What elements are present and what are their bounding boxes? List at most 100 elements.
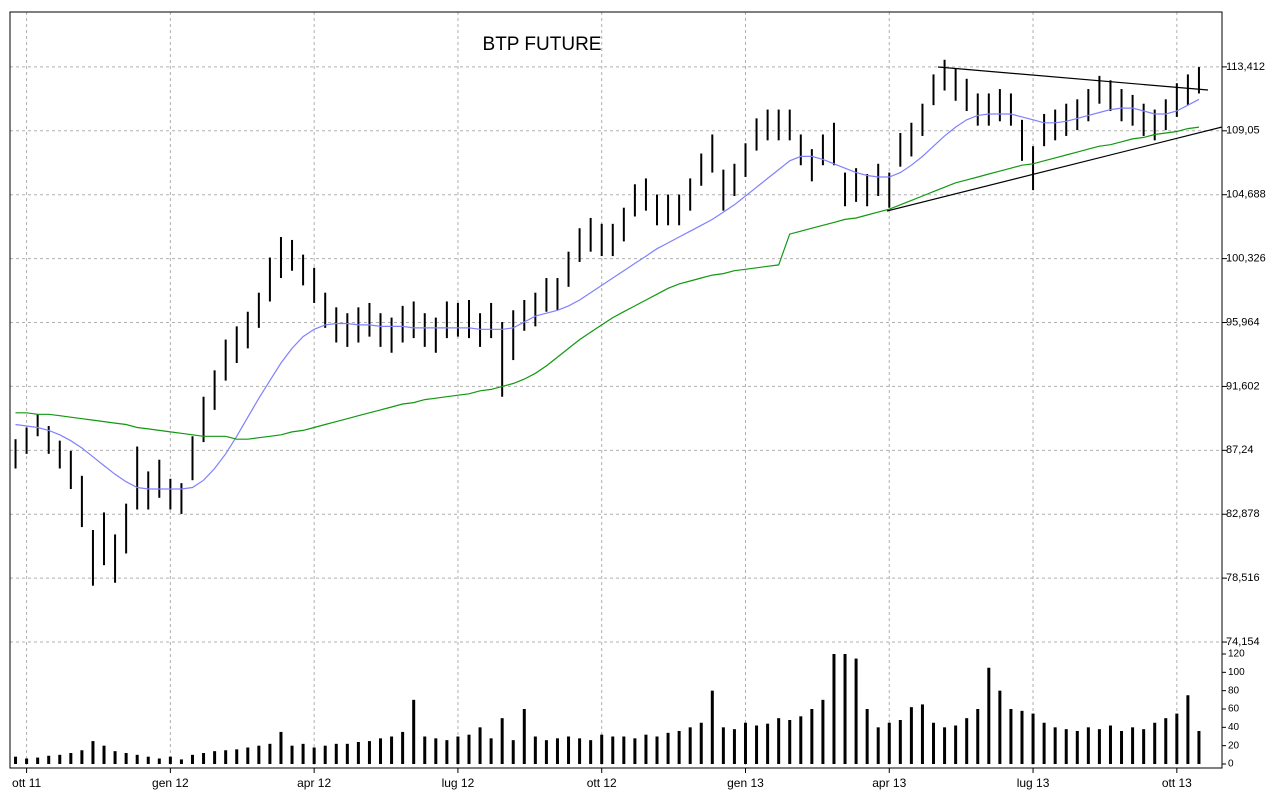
- volume-bar: [1031, 713, 1035, 764]
- x-tick-label: ott 11: [12, 776, 41, 790]
- volume-bar: [323, 745, 327, 764]
- volume-bar: [146, 756, 150, 764]
- volume-bar: [755, 725, 759, 764]
- volume-bar: [489, 738, 493, 764]
- x-tick-label: ott 13: [1162, 776, 1192, 790]
- volume-bar: [1086, 727, 1090, 764]
- volume-bar: [898, 720, 902, 764]
- volume-bar: [1131, 727, 1135, 764]
- x-tick-label: lug 13: [1017, 776, 1050, 790]
- y-tick-label: 104,688: [1226, 189, 1266, 201]
- y-tick-label: 113,412: [1226, 61, 1265, 73]
- grid: [10, 12, 1222, 768]
- volume-bar: [434, 738, 438, 764]
- volume-bar: [80, 750, 84, 764]
- volume-bar: [810, 709, 814, 764]
- volume-bar: [589, 740, 593, 764]
- volume-bar: [655, 736, 659, 764]
- volume-bar: [721, 727, 725, 764]
- volume-bar: [1120, 731, 1124, 764]
- volume-bar: [246, 747, 250, 764]
- volume-bar: [157, 758, 161, 764]
- volume-bar: [998, 690, 1002, 764]
- volume-bar: [1097, 729, 1101, 764]
- y-tick-label: 109,05: [1226, 125, 1260, 137]
- volume-bar: [799, 716, 803, 764]
- trendline: [937, 66, 1209, 91]
- moving-average-line: [15, 126, 1200, 440]
- volume-bar: [213, 751, 217, 764]
- volume-bar: [688, 727, 692, 764]
- x-tick-label: lug 12: [442, 776, 475, 790]
- y-tick-label: 100,326: [1226, 253, 1266, 265]
- x-tick-label: gen 12: [152, 776, 189, 790]
- volume-bar: [1042, 722, 1046, 764]
- volume-bar: [567, 736, 571, 764]
- y-tick-label: 82,878: [1226, 508, 1260, 520]
- volume-bar: [58, 754, 62, 764]
- volume-bar: [268, 743, 272, 764]
- y-tick-label: 95,964: [1226, 316, 1260, 328]
- volume-bar: [544, 740, 548, 764]
- volume-bar: [179, 759, 183, 764]
- volume-bar: [821, 699, 825, 764]
- volume-bar: [279, 731, 283, 764]
- volume-bar: [876, 727, 880, 764]
- y-tick-label: 74,154: [1226, 636, 1260, 648]
- volume-bar: [1009, 709, 1013, 764]
- volume-bar: [920, 704, 924, 764]
- volume-tick-label: 60: [1228, 704, 1240, 715]
- volume-bar: [69, 753, 73, 764]
- chart-title: BTP FUTURE: [483, 34, 602, 55]
- volume-bar: [500, 718, 504, 764]
- volume-bar: [1108, 725, 1112, 764]
- volume-bar: [1164, 718, 1168, 764]
- volume-bar: [743, 722, 747, 764]
- y-tick-label: 87,24: [1226, 444, 1254, 456]
- volume-bar: [14, 756, 18, 764]
- volume-bar: [334, 743, 338, 764]
- volume-bar: [909, 707, 913, 764]
- volume-bar: [578, 738, 582, 764]
- volume-bar: [445, 740, 449, 764]
- trendline: [886, 126, 1223, 212]
- volume-bar: [854, 658, 858, 764]
- volume-bar: [533, 736, 537, 764]
- volume-bar: [1020, 710, 1024, 764]
- volume-bar: [412, 699, 416, 764]
- volume-tick-label: 20: [1228, 740, 1240, 751]
- volume-bar: [887, 722, 891, 764]
- volume-bar: [987, 667, 991, 764]
- volume-bar: [1075, 731, 1079, 764]
- volume-bar: [25, 758, 29, 764]
- volume-bar: [832, 654, 836, 764]
- volume-bar: [379, 738, 383, 764]
- volume-bar: [522, 709, 526, 764]
- volume-tick-label: 40: [1228, 722, 1240, 733]
- volume-bar: [257, 745, 261, 764]
- volume-bar: [356, 742, 360, 764]
- volume-bar: [36, 757, 40, 764]
- volume-bar: [301, 743, 305, 764]
- volume-bar: [644, 734, 648, 764]
- volume-bar: [976, 709, 980, 764]
- volume-bar: [135, 754, 139, 764]
- moving-average-line: [15, 98, 1200, 490]
- volume-bar: [710, 690, 714, 764]
- volume-bar: [290, 745, 294, 764]
- volume-bar: [1142, 729, 1146, 764]
- y-tick-label: 78,516: [1226, 572, 1260, 584]
- volume-bar: [600, 734, 604, 764]
- volume-bar: [456, 736, 460, 764]
- volume-bar: [865, 709, 869, 764]
- x-tick-label: apr 13: [872, 776, 906, 790]
- volume-bar: [168, 756, 172, 764]
- volume-bar: [1064, 729, 1068, 764]
- volume-bar: [91, 741, 95, 764]
- y-tick-label: 91,602: [1226, 380, 1260, 392]
- volume-bar: [124, 753, 128, 764]
- volume-bar: [312, 747, 316, 764]
- volume-bar: [47, 755, 51, 764]
